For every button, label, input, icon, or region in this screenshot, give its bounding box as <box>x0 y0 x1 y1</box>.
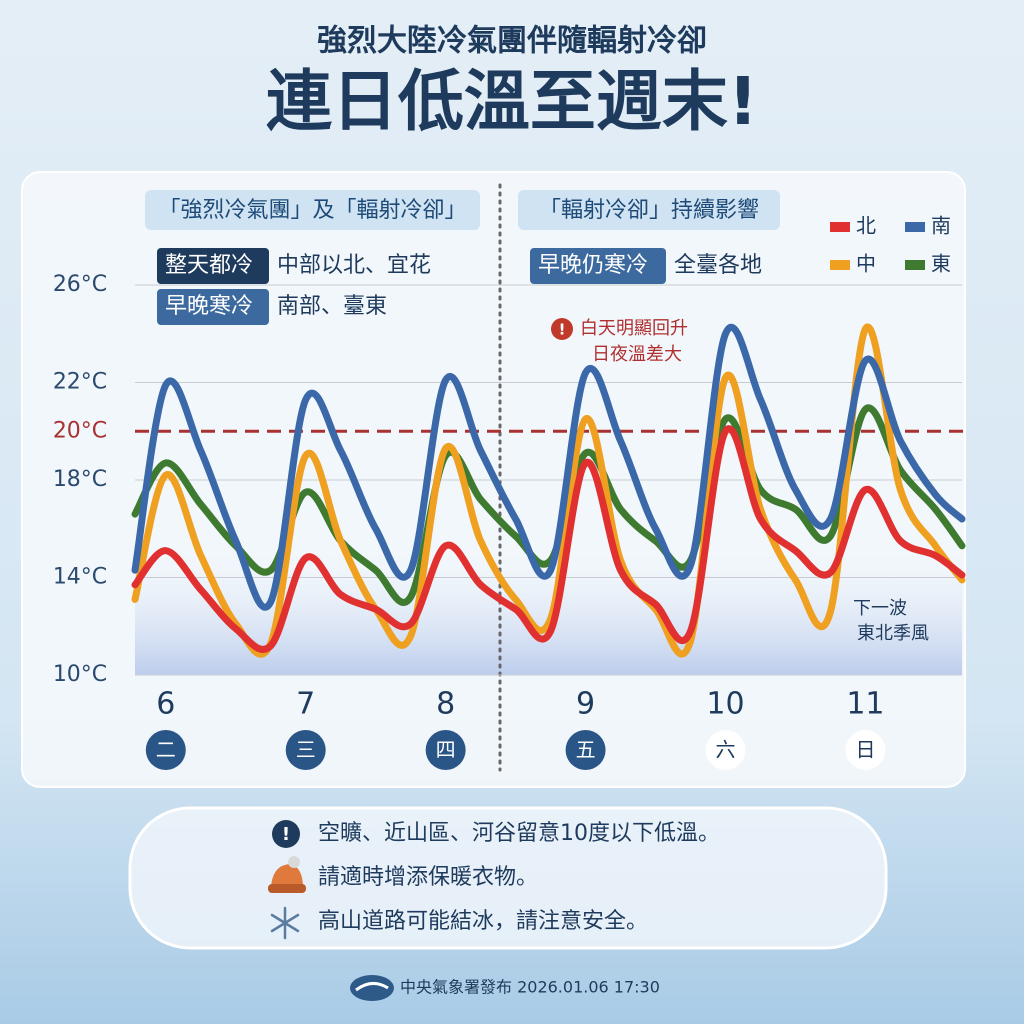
annotation: 日夜溫差大 <box>592 344 682 365</box>
weekday-label: 三 <box>296 738 316 762</box>
x-tick-label: 10 <box>706 687 744 722</box>
section-title: 「輻射冷卻」持續影響 <box>539 198 759 223</box>
tag: 早晚仍寒冷 <box>538 253 648 278</box>
tag-box <box>157 289 269 325</box>
warning-icon-mark: ! <box>559 321 566 339</box>
tag-text: 全臺各地 <box>674 253 762 278</box>
weekday-badge <box>285 730 326 770</box>
hat-icon <box>268 856 306 893</box>
y-tick-label: 10°C <box>53 662 107 687</box>
y-tick-label: 14°C <box>53 565 107 590</box>
x-tick-label: 7 <box>296 687 315 722</box>
weekday-label: 二 <box>156 738 176 762</box>
y-tick-label: 26°C <box>53 272 107 297</box>
weekday-badge <box>425 730 466 770</box>
section-title-box <box>518 190 780 230</box>
notes-box <box>128 806 888 950</box>
warning-icon <box>272 820 300 848</box>
legend-swatch <box>830 260 850 270</box>
x-tick-label: 9 <box>576 687 595 722</box>
legend-label: 北 <box>856 214 876 238</box>
annotation: 下一波 <box>853 598 907 619</box>
tag-text: 南部、臺東 <box>277 294 387 319</box>
annotation: 白天明顯回升 <box>580 318 688 339</box>
weekday-label: 四 <box>436 738 456 762</box>
annotation: 東北季風 <box>857 623 929 644</box>
footer: 中央氣象署發布 2026.01.06 17:30 <box>400 978 660 997</box>
subtitle: 強烈大陸冷氣團伴隨輻射冷卻 <box>317 24 707 59</box>
legend-label: 南 <box>931 214 951 238</box>
x-tick-label: 11 <box>846 687 884 722</box>
x-tick-label: 8 <box>436 687 455 722</box>
tag: 早晚寒冷 <box>165 294 253 319</box>
legend-swatch <box>905 222 925 232</box>
warning-icon <box>551 318 573 340</box>
legend-label: 中 <box>856 252 876 276</box>
weekday-badge <box>845 730 886 770</box>
weekday-badge <box>705 730 746 770</box>
logo <box>350 975 394 1001</box>
weekday-label: 五 <box>576 738 596 762</box>
tag-box <box>157 248 269 284</box>
legend-label: 東 <box>931 252 951 276</box>
note: 請適時增添保暖衣物。 <box>318 865 538 890</box>
weekday-badge <box>145 730 186 770</box>
title: 連日低溫至週末! <box>266 63 758 140</box>
x-tick-label: 6 <box>156 687 175 722</box>
tag-box <box>530 248 666 284</box>
series-line <box>131 323 966 611</box>
note: 高山道路可能結冰，請注意安全。 <box>318 909 648 934</box>
snowflake-icon <box>270 906 300 940</box>
reference-label: 20°C <box>53 418 107 443</box>
tag-text: 中部以北、宜花 <box>277 253 431 278</box>
series-line <box>131 323 966 658</box>
weekday-label: 六 <box>716 738 736 762</box>
weekday-badge <box>565 730 606 770</box>
y-tick-label: 18°C <box>53 467 107 492</box>
section-title-box <box>145 190 480 230</box>
weekday-label: 日 <box>855 738 875 762</box>
legend-swatch <box>830 222 850 232</box>
note: 空曠、近山區、河谷留意10度以下低溫。 <box>318 821 720 846</box>
y-tick-label: 22°C <box>53 370 107 395</box>
section-title: 「強烈冷氣團」及「輻射冷卻」 <box>158 198 466 223</box>
tag: 整天都冷 <box>165 253 253 278</box>
series-line <box>131 425 966 653</box>
legend-swatch <box>905 260 925 270</box>
warning-icon-mark: ! <box>282 824 290 845</box>
